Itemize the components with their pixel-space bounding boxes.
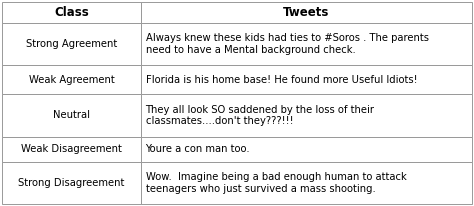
Text: Wow.  Imagine being a bad enough human to attack
teenagers who just survived a m: Wow. Imagine being a bad enough human to…	[146, 172, 406, 194]
Text: Tweets: Tweets	[283, 6, 329, 19]
Bar	[141, 137, 472, 162]
Text: Neutral: Neutral	[53, 110, 90, 121]
Bar	[2, 65, 141, 94]
Bar	[2, 162, 141, 204]
Text: Youre a con man too.: Youre a con man too.	[146, 144, 250, 154]
Text: Strong Disagreement: Strong Disagreement	[18, 178, 125, 188]
Text: Strong Agreement: Strong Agreement	[26, 39, 117, 49]
Bar	[141, 65, 472, 94]
Text: Florida is his home base! He found more Useful Idiots!: Florida is his home base! He found more …	[146, 75, 417, 85]
Text: Weak Disagreement: Weak Disagreement	[21, 144, 122, 154]
Text: Weak Agreement: Weak Agreement	[29, 75, 114, 85]
Text: Always knew these kids had ties to #Soros . The parents
need to have a Mental ba: Always knew these kids had ties to #Soro…	[146, 33, 428, 55]
Bar	[2, 2, 141, 23]
Bar	[2, 94, 141, 137]
Bar	[141, 2, 472, 23]
Text: Class: Class	[54, 6, 89, 19]
Bar	[141, 94, 472, 137]
Bar	[2, 137, 141, 162]
Text: They all look SO saddened by the loss of their
classmates....don't they???!!!: They all look SO saddened by the loss of…	[146, 105, 374, 126]
Bar	[141, 162, 472, 204]
Bar	[141, 23, 472, 65]
Bar	[2, 23, 141, 65]
